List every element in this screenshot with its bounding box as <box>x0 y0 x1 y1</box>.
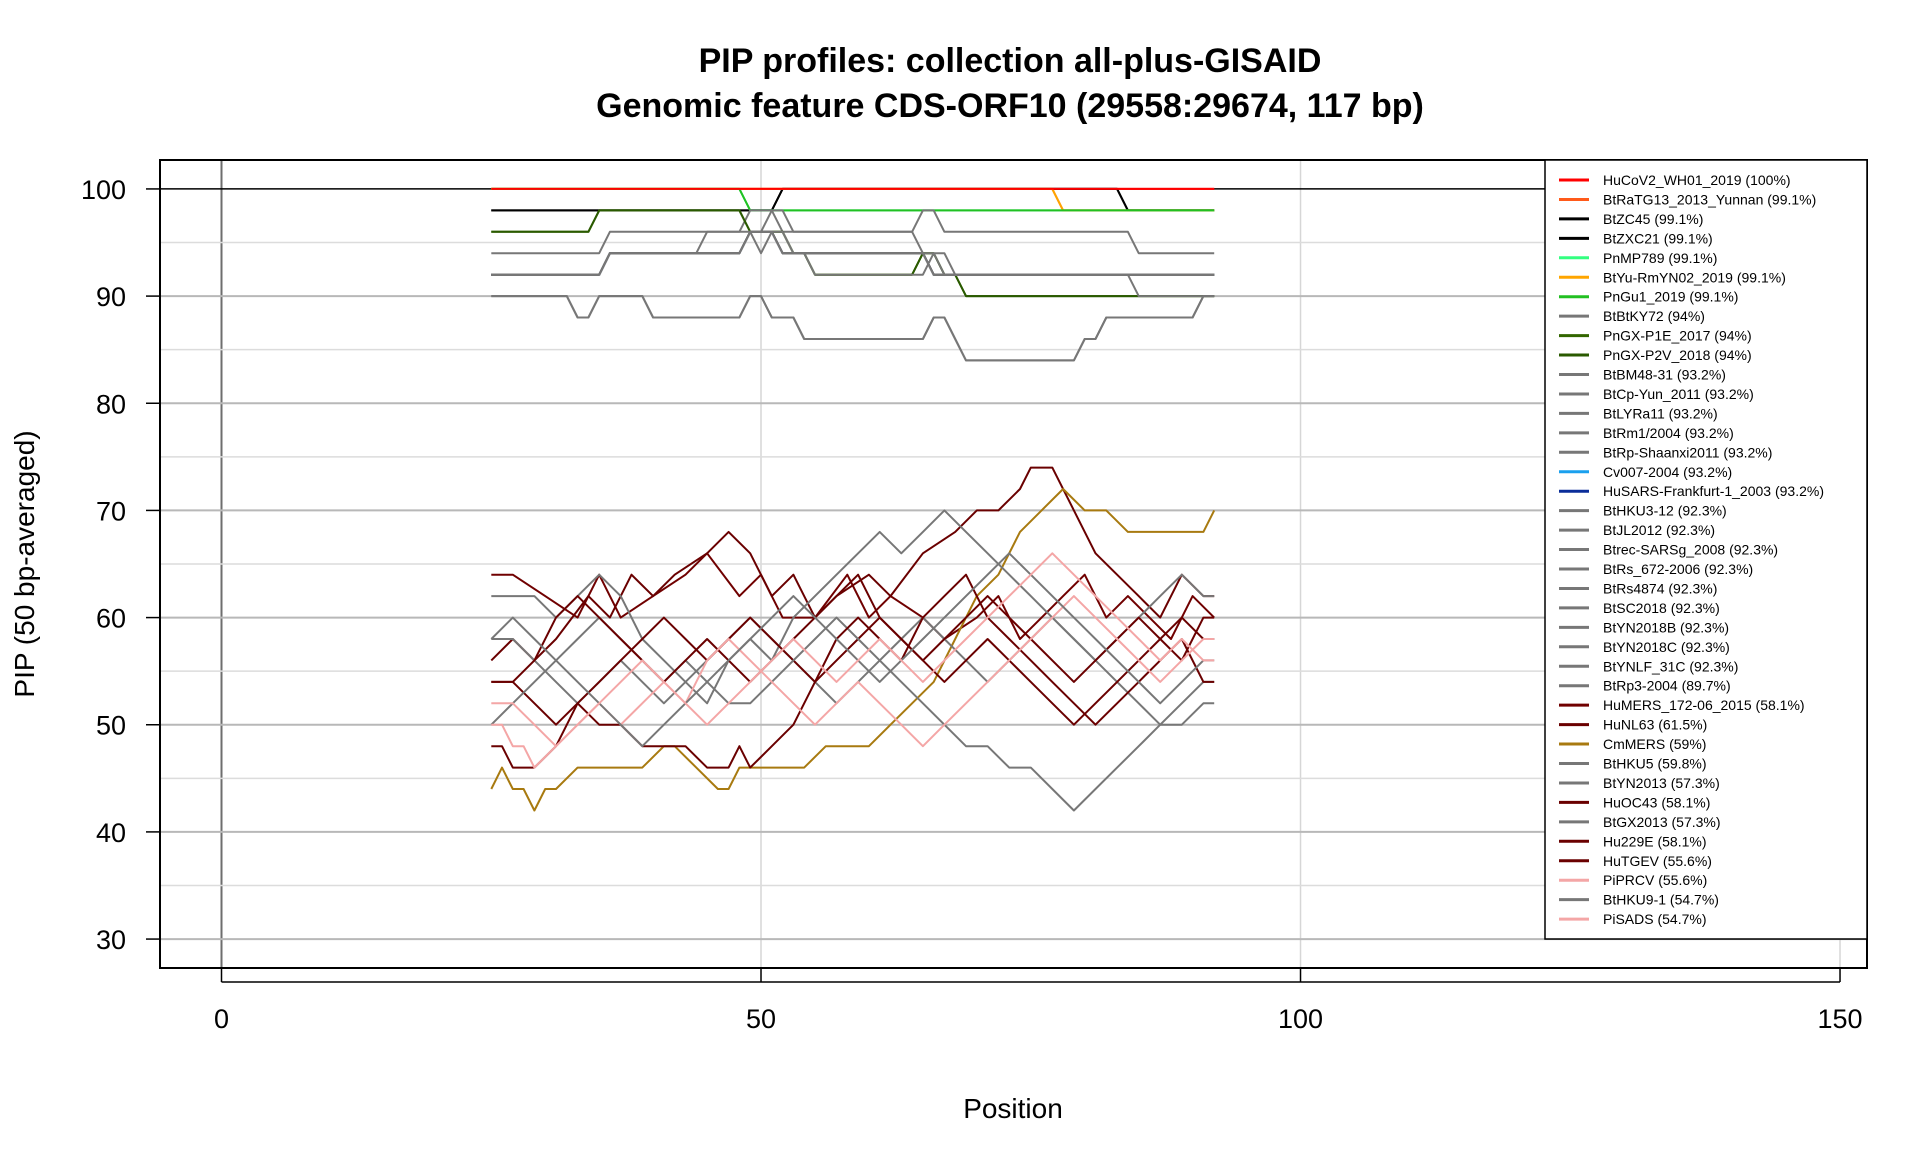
y-tick-label-7: 100 <box>81 175 126 205</box>
chart-title: PIP profiles: collection all-plus-GISAID <box>699 42 1322 80</box>
legend-label-26: BtRp3-2004 (89.7%) <box>1603 678 1731 694</box>
series-line-35 <box>491 573 1215 683</box>
legend-label-7: BtBtKY72 (94%) <box>1603 308 1705 324</box>
legend-label-38: PiSADS (54.7%) <box>1603 911 1706 927</box>
series-line-25 <box>491 230 1215 276</box>
x-tick-label-0: 0 <box>214 1004 229 1034</box>
legend-label-22: BtSC2018 (92.3%) <box>1603 600 1720 616</box>
series-line-38 <box>491 552 1215 769</box>
legend-label-3: BtZXC21 (99.1%) <box>1603 230 1713 246</box>
y-tick-label-2: 50 <box>96 711 126 741</box>
legend-label-21: BtRs4874 (92.3%) <box>1603 580 1717 596</box>
legend-label-24: BtYN2018C (92.3%) <box>1603 639 1730 655</box>
legend-label-15: Cv007-2004 (93.2%) <box>1603 464 1732 480</box>
legend-label-32: HuOC43 (58.1%) <box>1603 794 1710 810</box>
y-tick-label-0: 30 <box>96 925 126 955</box>
legend-label-18: BtJL2012 (92.3%) <box>1603 522 1715 538</box>
legend-label-34: Hu229E (58.1%) <box>1603 833 1707 849</box>
chart-subtitle: Genomic feature CDS-ORF10 (29558:29674, … <box>596 87 1424 125</box>
legend-label-31: BtYN2013 (57.3%) <box>1603 775 1720 791</box>
legend-label-16: HuSARS-Frankfurt-1_2003 (93.2%) <box>1603 483 1824 499</box>
legend-label-23: BtYN2018B (92.3%) <box>1603 619 1729 635</box>
legend: HuCoV2_WH01_2019 (100%) BtRaTG13_2013_Yun… <box>1544 159 1868 940</box>
legend-label-19: Btrec-SARSg_2008 (92.3%) <box>1603 542 1778 558</box>
legend-label-14: BtRp-Shaanxi2011 (93.2%) <box>1603 444 1772 460</box>
legend-box <box>1544 159 1868 940</box>
legend-label-30: BtHKU5 (59.8%) <box>1603 756 1706 772</box>
y-tick-label-6: 90 <box>96 282 126 312</box>
legend-label-10: BtBM48-31 (93.2%) <box>1603 367 1726 383</box>
y-axis-label: PIP (50 bp-averaged) <box>9 430 40 697</box>
legend-label-37: BtHKU9-1 (54.7%) <box>1603 892 1719 908</box>
legend-label-20: BtRs_672-2006 (92.3%) <box>1603 561 1753 577</box>
legend-label-29: CmMERS (59%) <box>1603 736 1706 752</box>
axis-ticks: 0 50 100 150 30 40 50 60 70 80 90 100 <box>81 175 1863 1034</box>
y-tick-label-3: 60 <box>96 604 126 634</box>
legend-label-17: BtHKU3-12 (92.3%) <box>1603 503 1727 519</box>
x-tick-label-2: 100 <box>1278 1004 1323 1034</box>
legend-label-28: HuNL63 (61.5%) <box>1603 717 1707 733</box>
legend-label-8: PnGX-P1E_2017 (94%) <box>1603 328 1752 344</box>
series-lines <box>490 187 1216 812</box>
legend-label-33: BtGX2013 (57.3%) <box>1603 814 1721 830</box>
legend-label-27: HuMERS_172-06_2015 (58.1%) <box>1603 697 1805 713</box>
legend-label-36: PiPRCV (55.6%) <box>1603 872 1707 888</box>
x-tick-label-1: 50 <box>746 1004 776 1034</box>
x-tick-label-3: 150 <box>1817 1004 1862 1034</box>
y-tick-label-5: 80 <box>96 389 126 419</box>
legend-label-5: BtYu-RmYN02_2019 (99.1%) <box>1603 269 1786 285</box>
legend-label-0: HuCoV2_WH01_2019 (100%) <box>1603 172 1791 188</box>
legend-label-35: HuTGEV (55.6%) <box>1603 853 1712 869</box>
legend-label-4: PnMP789 (99.1%) <box>1603 250 1717 266</box>
series-line-28 <box>490 466 1215 662</box>
legend-label-2: BtZC45 (99.1%) <box>1603 211 1703 227</box>
x-axis-label: Position <box>963 1093 1063 1124</box>
series-line-26 <box>491 295 1215 362</box>
y-tick-label-4: 70 <box>96 496 126 526</box>
series-line-27 <box>491 552 1215 640</box>
legend-label-1: BtRaTG13_2013_Yunnan (99.1%) <box>1603 191 1816 207</box>
legend-label-6: PnGu1_2019 (99.1%) <box>1603 289 1738 305</box>
y-tick-label-1: 40 <box>96 818 126 848</box>
legend-label-25: BtYNLF_31C (92.3%) <box>1603 658 1738 674</box>
legend-label-12: BtLYRa11 (93.2%) <box>1603 405 1718 421</box>
legend-label-13: BtRm1/2004 (93.2%) <box>1603 425 1734 441</box>
legend-label-11: BtCp-Yun_2011 (93.2%) <box>1603 386 1754 402</box>
legend-label-9: PnGX-P2V_2018 (94%) <box>1603 347 1752 363</box>
series-line-29 <box>490 488 1216 812</box>
